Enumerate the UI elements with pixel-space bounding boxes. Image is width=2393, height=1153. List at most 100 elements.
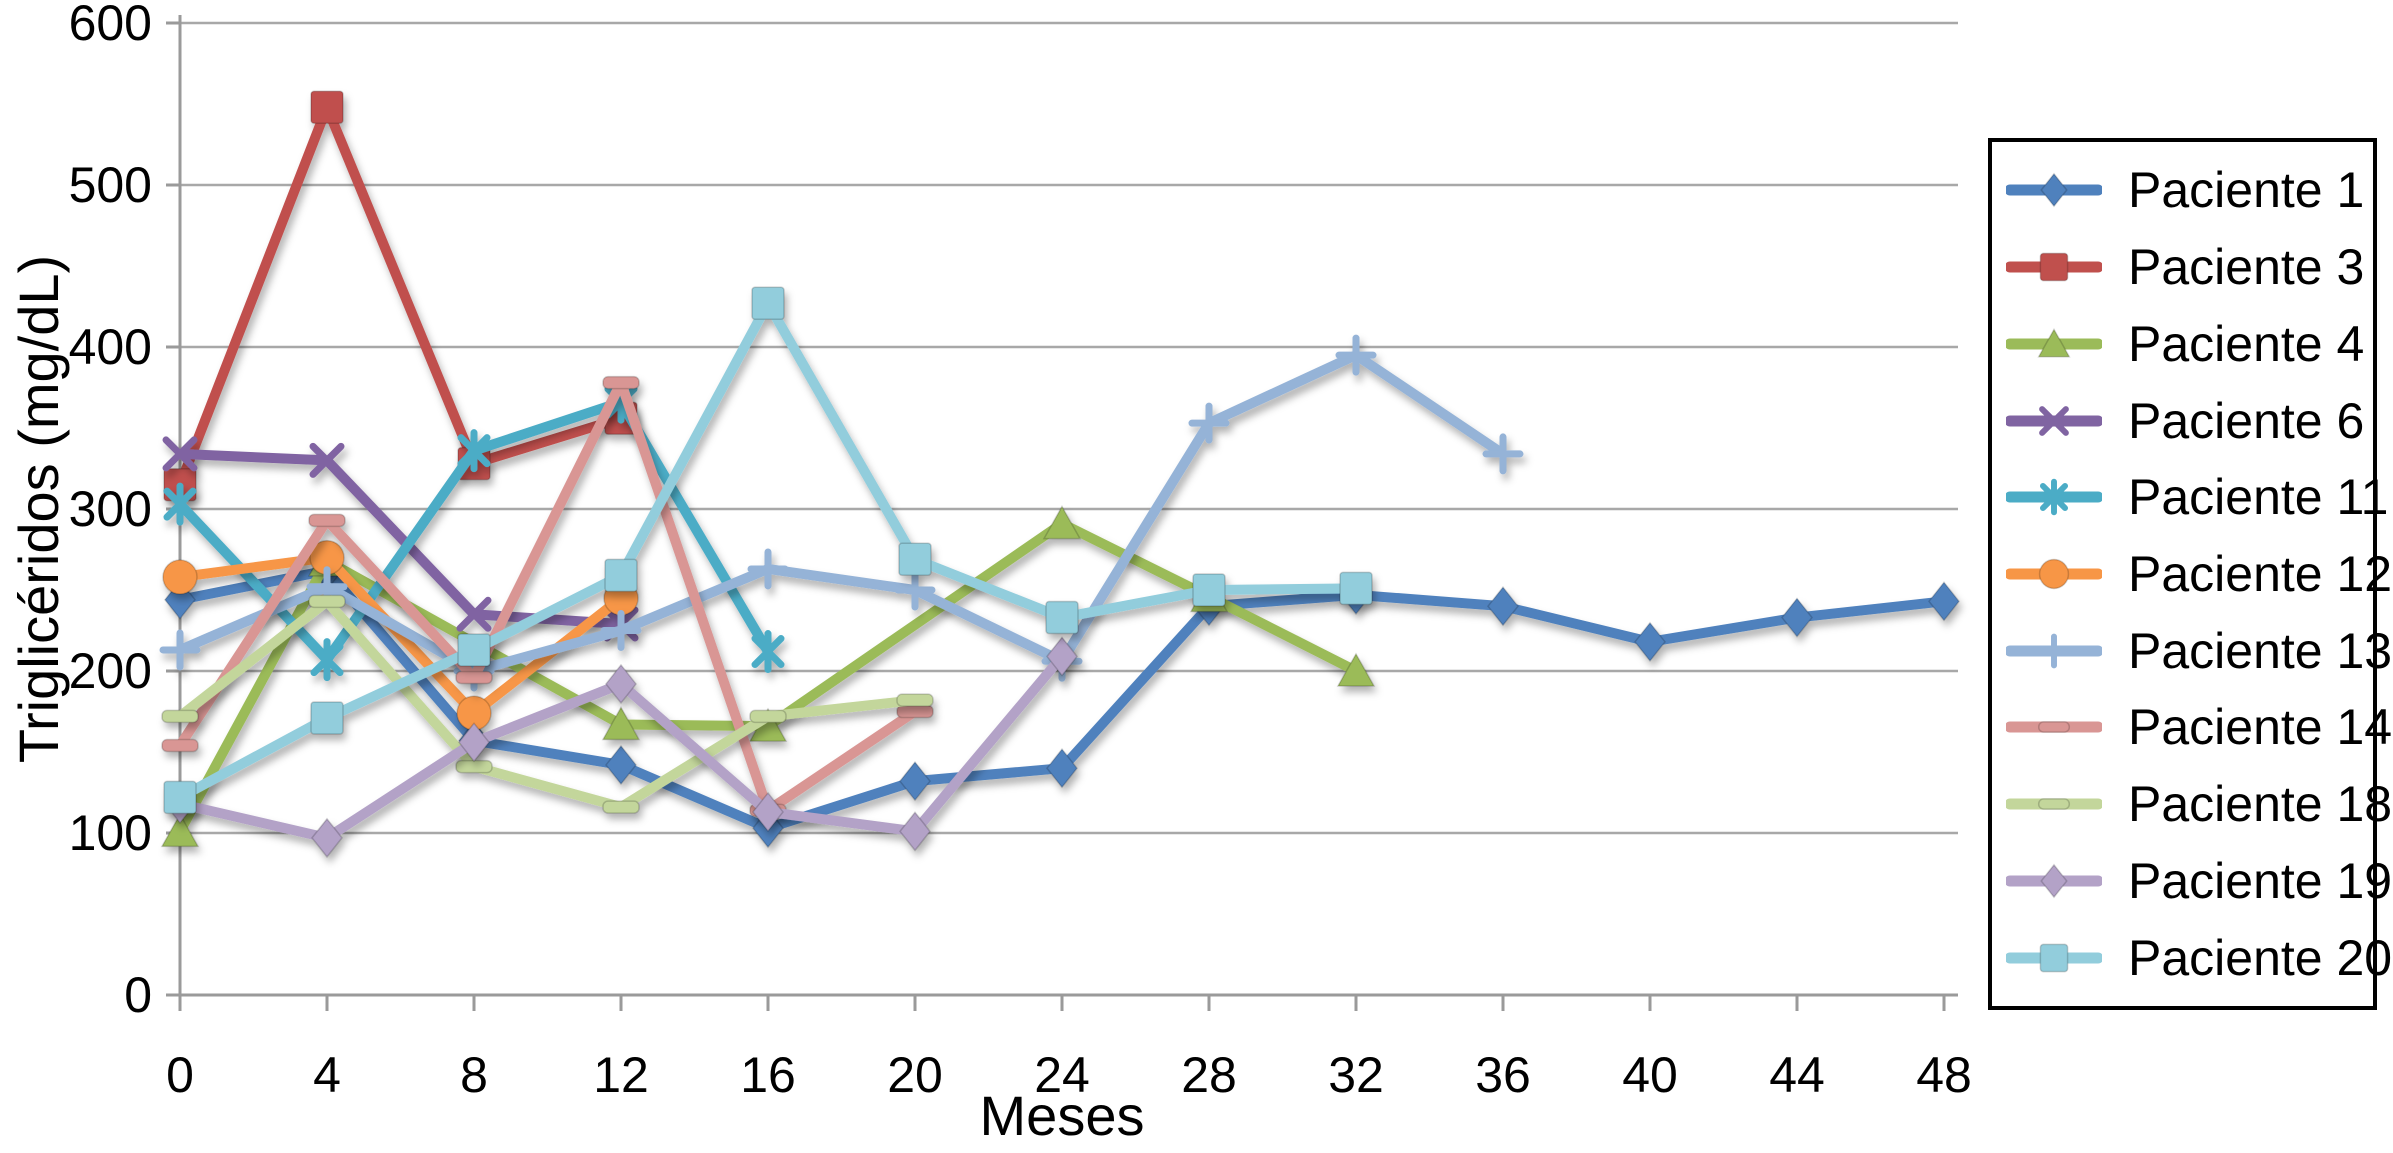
diamond-marker-icon	[1046, 636, 1078, 677]
legend-item-paciente-19[interactable]: Paciente 19	[2006, 852, 2392, 910]
x-tick-label: 48	[1916, 1047, 1972, 1103]
circle-marker-icon	[162, 559, 198, 595]
y-tick-labels: 0 100 200 300 400 500 600	[69, 0, 152, 1023]
x-tick-labels: 0 4 8 12 16 20 24 28 32 36 40 44 48	[166, 1047, 1972, 1103]
y-tick-label: 300	[69, 481, 152, 537]
x-tick-label: 0	[166, 1047, 194, 1103]
x-marker-icon	[162, 436, 198, 472]
legend-label: Paciente 19	[2128, 852, 2393, 909]
square-marker-icon	[1339, 571, 1373, 606]
x-tick-label: 4	[313, 1047, 341, 1103]
x-tick-label: 32	[1328, 1047, 1384, 1103]
diamond-marker-icon	[605, 663, 637, 705]
legend-item-paciente-3[interactable]: Paciente 3	[2006, 238, 2373, 296]
series-line	[175, 596, 920, 813]
square-marker-icon	[898, 542, 932, 576]
legend-item-paciente-14[interactable]: Paciente 14	[2006, 698, 2392, 756]
legend-item-paciente-20[interactable]: Paciente 20	[2006, 929, 2392, 987]
x-tick-label: 8	[460, 1047, 488, 1103]
plus-marker-icon	[2036, 633, 2072, 669]
legend-item-paciente-18[interactable]: Paciente 18	[2006, 775, 2392, 833]
diamond-marker-icon	[899, 760, 931, 802]
diamond-marker-icon	[1634, 621, 1666, 663]
x-tick-label: 16	[740, 1047, 796, 1103]
square-marker-icon	[310, 90, 344, 124]
square-marker-icon	[2039, 943, 2069, 972]
series-line	[175, 448, 626, 630]
x-axis-title: Meses	[980, 1084, 1145, 1147]
diamond-marker-icon	[1487, 585, 1519, 627]
series-paciente-3	[163, 90, 638, 502]
y-tick-label: 600	[69, 0, 152, 51]
legend-swatch-triangle-icon	[2006, 327, 2102, 358]
x-tick-label: 40	[1622, 1047, 1678, 1103]
legend-swatch-x-icon	[2006, 405, 2102, 436]
x-tick-label: 28	[1181, 1047, 1237, 1103]
y-tick-label: 400	[69, 319, 152, 375]
x-tick-label: 12	[593, 1047, 649, 1103]
legend-swatch-dash-icon	[2006, 721, 2102, 734]
star-marker-icon	[2039, 478, 2069, 516]
series-line	[175, 102, 626, 490]
series-paciente-1	[164, 550, 1960, 849]
triangle-marker-icon	[601, 705, 641, 741]
star-marker-icon	[457, 429, 491, 473]
dash-marker-icon	[2037, 721, 2071, 734]
square-marker-icon	[310, 701, 344, 735]
legend-item-paciente-11[interactable]: Paciente 11	[2006, 468, 2388, 526]
diamond-marker-icon	[2040, 172, 2068, 208]
legend-item-paciente-12[interactable]: Paciente 12	[2006, 545, 2392, 603]
dash-marker-icon	[2037, 798, 2071, 810]
triangle-marker-icon	[1336, 652, 1376, 687]
square-marker-icon	[604, 558, 638, 593]
x-tick-label: 44	[1769, 1047, 1825, 1103]
diamond-marker-icon	[605, 744, 637, 786]
series-paciente-13	[159, 334, 1524, 692]
square-marker-icon	[1192, 573, 1226, 607]
dash-marker-icon	[602, 375, 640, 390]
legend-label: Paciente 13	[2128, 622, 2393, 679]
dash-marker-icon	[602, 800, 640, 814]
series-line	[175, 377, 920, 816]
legend-label: Paciente 6	[2128, 392, 2365, 449]
legend-swatch-diamond-icon	[2006, 863, 2102, 899]
legend-item-paciente-1[interactable]: Paciente 1	[2006, 161, 2373, 219]
diamond-marker-icon	[1928, 581, 1960, 622]
legend-swatch-circle-icon	[2006, 558, 2102, 590]
legend-item-paciente-6[interactable]: Paciente 6	[2006, 392, 2373, 450]
legend-label: Paciente 3	[2128, 239, 2365, 296]
diamond-marker-icon	[458, 722, 490, 763]
legend-label: Paciente 18	[2128, 776, 2393, 833]
dash-marker-icon	[161, 709, 199, 724]
legend-swatch-dash-icon	[2006, 798, 2102, 810]
legend-item-paciente-13[interactable]: Paciente 13	[2006, 622, 2392, 680]
y-tick-label: 500	[69, 157, 152, 213]
triangle-marker-icon	[2037, 327, 2071, 358]
legend-label: Paciente 1	[2128, 162, 2365, 219]
legend-swatch-plus-icon	[2006, 633, 2102, 669]
dash-marker-icon	[308, 513, 346, 528]
plot-series	[159, 90, 1960, 859]
square-marker-icon	[1045, 600, 1079, 635]
plus-marker-icon	[1188, 402, 1230, 444]
dash-marker-icon	[455, 670, 493, 685]
series-line	[175, 350, 1508, 676]
legend-label: Paciente 20	[2128, 929, 2393, 986]
series-paciente-6	[162, 436, 639, 642]
legend-label: Paciente 12	[2128, 545, 2393, 602]
dash-marker-icon	[896, 704, 934, 719]
y-axis-title: Triglicéridos (mg/dL)	[7, 255, 70, 763]
series-paciente-18	[161, 594, 934, 814]
plus-marker-icon	[894, 569, 936, 611]
diamond-marker-icon	[2040, 863, 2068, 899]
legend-label: Paciente 14	[2128, 699, 2393, 756]
y-tick-label: 100	[69, 805, 152, 861]
plus-marker-icon	[1482, 433, 1524, 475]
diamond-marker-icon	[899, 811, 931, 852]
diamond-marker-icon	[1781, 597, 1813, 638]
series-paciente-20	[163, 286, 1373, 815]
legend-item-paciente-4[interactable]: Paciente 4	[2006, 315, 2373, 373]
x-tick-label: 24	[1034, 1047, 1090, 1103]
plus-marker-icon	[159, 629, 201, 671]
